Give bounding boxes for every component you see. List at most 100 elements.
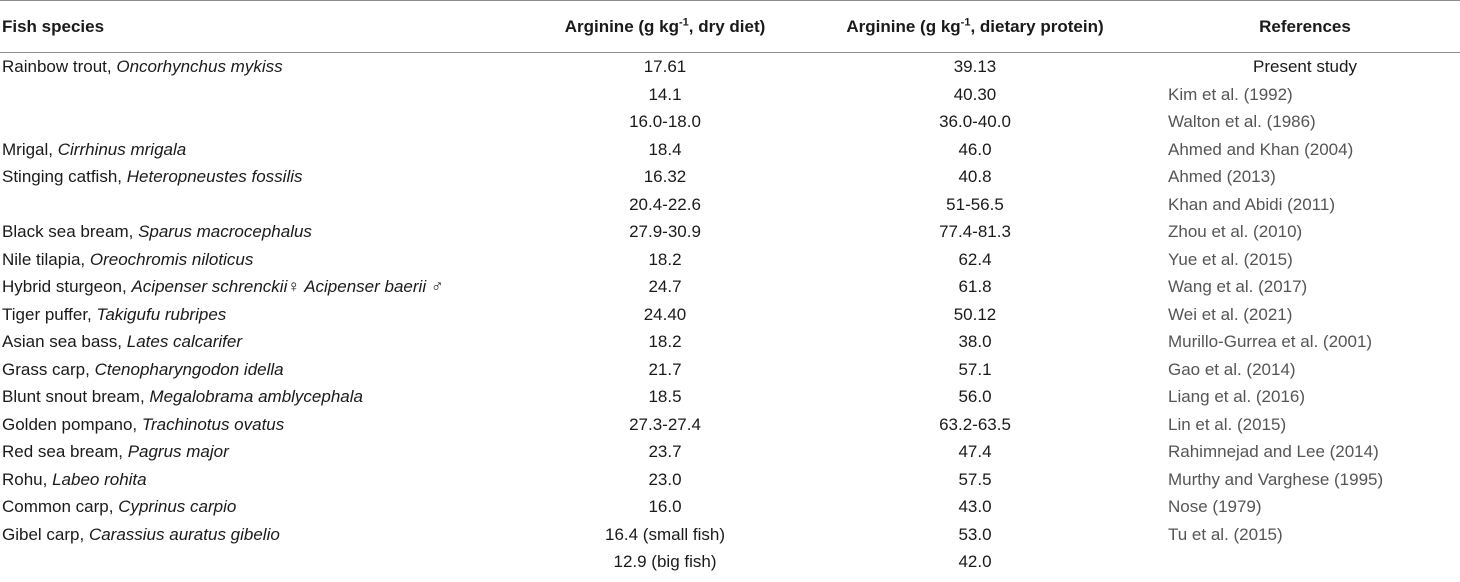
- cell-arginine-dry-diet: 16.32: [643, 167, 687, 186]
- header-prot-superscript: -1: [960, 15, 971, 28]
- common-name: Rohu,: [2, 469, 53, 489]
- table-row: Common carp, Cyprinus carpio 16.0 43.0 Nose…: [0, 493, 1460, 521]
- scientific-name: Trachinotus ovatus: [141, 414, 285, 434]
- table-row: Black sea bream, Sparus macrocephalus 27.…: [0, 218, 1460, 246]
- table-row: Hybrid sturgeon, Acipenser schrenckii♀ A…: [0, 273, 1460, 301]
- cell-arginine-dry-diet: 24.7: [648, 277, 682, 296]
- scientific-name: Oncorhynchus mykiss: [116, 57, 283, 76]
- common-name: Blunt snout bream,: [2, 387, 150, 406]
- cell-fish-species: [0, 81, 530, 109]
- cell-reference: Khan and Abidi (2011): [1168, 194, 1335, 214]
- common-name: Red sea bream,: [2, 442, 128, 461]
- cell-reference: Wang et al. (2017): [1168, 277, 1308, 296]
- cell-fish-species: Tiger puffer, Takigufu rubripes: [0, 301, 530, 329]
- table-row: Rainbow trout, Oncorhynchus mykiss 17.61 3…: [0, 53, 1460, 81]
- cell-arginine-dry-diet: 17.61: [643, 57, 687, 76]
- cell-reference: Ahmed and Khan (2004): [1168, 139, 1354, 159]
- cell-arginine-dietary-protein: 61.8: [958, 277, 992, 296]
- header-row: Fish species Arginine (g kg-1, dry diet)…: [0, 0, 1460, 53]
- cell-arginine-dietary-protein: 57.5: [958, 469, 992, 489]
- cell-reference: Yue et al. (2015): [1168, 249, 1293, 269]
- header-arginine-dietary-protein: Arginine (g kg-1, dietary protein): [800, 0, 1150, 53]
- table-row: Golden pompano, Trachinotus ovatus 27.3-2…: [0, 411, 1460, 439]
- common-name: Golden pompano,: [2, 414, 142, 434]
- cell-fish-species: Common carp, Cyprinus carpio: [0, 493, 530, 521]
- cell-arginine-dietary-protein: 77.4-81.3: [939, 222, 1011, 241]
- table-row: 12.9 (big fish) 42.0: [0, 548, 1460, 576]
- common-name: Nile tilapia,: [2, 249, 90, 269]
- scientific-name: Takigufu rubripes: [96, 304, 227, 324]
- cell-arginine-dry-diet: 21.7: [648, 359, 682, 379]
- header-fish-species: Fish species: [0, 0, 530, 53]
- cell-arginine-dry-diet: 16.0: [648, 497, 682, 516]
- cell-fish-species: Hybrid sturgeon, Acipenser schrenckii♀ A…: [0, 273, 530, 301]
- cell-reference: Tu et al. (2015): [1168, 524, 1283, 544]
- cell-arginine-dry-diet: 27.9-30.9: [629, 222, 701, 241]
- scientific-name: Oreochromis niloticus: [89, 249, 254, 269]
- cell-reference: Liang et al. (2016): [1168, 387, 1306, 406]
- scientific-name: Cyprinus carpio: [118, 497, 237, 516]
- cell-arginine-dietary-protein: 57.1: [958, 359, 992, 379]
- table-row: Rohu, Labeo rohita 23.0 57.5 Murthy and Var…: [0, 466, 1460, 494]
- cell-reference: Lin et al. (2015): [1168, 414, 1287, 434]
- cell-arginine-dry-diet: 23.0: [648, 469, 682, 489]
- scientific-name: Carassius auratus gibelio: [88, 524, 280, 544]
- cell-arginine-dry-diet: 12.9 (big fish): [613, 552, 717, 571]
- cell-fish-species: Mrigal, Cirrhinus mrigala: [0, 136, 530, 164]
- table-row: 14.1 40.30 Kim et al. (1992): [0, 81, 1460, 109]
- cell-arginine-dietary-protein: 53.0: [958, 524, 992, 544]
- cell-arginine-dry-diet: 18.2: [648, 332, 682, 351]
- header-dry-label-post: , dry diet): [688, 16, 766, 36]
- header-references-label: References: [1259, 16, 1351, 36]
- cell-arginine-dry-diet: 14.1: [648, 84, 682, 104]
- cell-reference: [1150, 548, 1460, 576]
- cell-fish-species: Blunt snout bream, Megalobrama amblyceph…: [0, 383, 530, 411]
- table-body: Rainbow trout, Oncorhynchus mykiss 17.61 3…: [0, 53, 1460, 576]
- cell-reference: Gao et al. (2014): [1168, 359, 1296, 379]
- cell-reference: Walton et al. (1986): [1168, 112, 1316, 131]
- common-name: Hybrid sturgeon,: [2, 277, 132, 296]
- common-name: Gibel carp,: [2, 524, 89, 544]
- scientific-name: Pagrus major: [127, 442, 229, 461]
- table-row: Tiger puffer, Takigufu rubripes 24.40 50.1…: [0, 301, 1460, 329]
- table-row: Blunt snout bream, Megalobrama amblyceph…: [0, 383, 1460, 411]
- scientific-name: Acipenser schrenckii♀ Acipenser baerii ♂: [131, 277, 444, 296]
- cell-fish-species: Asian sea bass, Lates calcarifer: [0, 328, 530, 356]
- cell-fish-species: Rohu, Labeo rohita: [0, 466, 530, 494]
- table-row: Nile tilapia, Oreochromis niloticus 18.2 6…: [0, 246, 1460, 274]
- scientific-name: Megalobrama amblycephala: [149, 387, 363, 406]
- table-row: Asian sea bass, Lates calcarifer 18.2 38.0…: [0, 328, 1460, 356]
- cell-fish-species: Golden pompano, Trachinotus ovatus: [0, 411, 530, 439]
- cell-arginine-dry-diet: 23.7: [648, 442, 682, 461]
- common-name: Asian sea bass,: [2, 332, 127, 351]
- cell-arginine-dietary-protein: 36.0-40.0: [939, 112, 1011, 131]
- cell-arginine-dry-diet: 24.40: [643, 304, 687, 324]
- header-arginine-dry-diet: Arginine (g kg-1, dry diet): [530, 0, 800, 53]
- cell-fish-species: Grass carp, Ctenopharyngodon idella: [0, 356, 530, 384]
- cell-arginine-dietary-protein: 50.12: [953, 304, 997, 324]
- cell-reference: Present study: [1253, 57, 1357, 76]
- cell-reference: Murthy and Varghese (1995): [1168, 469, 1384, 489]
- cell-arginine-dry-diet: 16.0-18.0: [629, 112, 701, 131]
- scientific-name: Labeo rohita: [52, 469, 147, 489]
- header-prot-label-pre: Arginine (g kg: [846, 16, 961, 36]
- cell-arginine-dry-diet: 16.4 (small fish): [605, 524, 725, 544]
- cell-arginine-dietary-protein: 38.0: [958, 332, 992, 351]
- cell-arginine-dry-diet: 18.4: [648, 139, 682, 159]
- table-row: 16.0-18.0 36.0-40.0 Walton et al. (1986): [0, 108, 1460, 136]
- cell-fish-species: Stinging catfish, Heteropneustes fossili…: [0, 163, 530, 191]
- cell-reference: Murillo-Gurrea et al. (2001): [1168, 332, 1373, 351]
- cell-reference: Nose (1979): [1168, 497, 1262, 516]
- scientific-name: Ctenopharyngodon idella: [94, 359, 284, 379]
- cell-fish-species: Gibel carp, Carassius auratus gibelio: [0, 521, 530, 549]
- table-row: Stinging catfish, Heteropneustes fossili…: [0, 163, 1460, 191]
- cell-reference: Wei et al. (2021): [1168, 304, 1293, 324]
- cell-arginine-dietary-protein: 56.0: [958, 387, 992, 406]
- cell-arginine-dietary-protein: 40.8: [958, 167, 992, 186]
- table-row: 20.4-22.6 51-56.5 Khan and Abidi (2011): [0, 191, 1460, 219]
- header-fish-species-label: Fish species: [2, 16, 105, 36]
- cell-fish-species: Rainbow trout, Oncorhynchus mykiss: [0, 53, 530, 81]
- header-references: References: [1150, 0, 1460, 53]
- cell-arginine-dietary-protein: 40.30: [953, 84, 997, 104]
